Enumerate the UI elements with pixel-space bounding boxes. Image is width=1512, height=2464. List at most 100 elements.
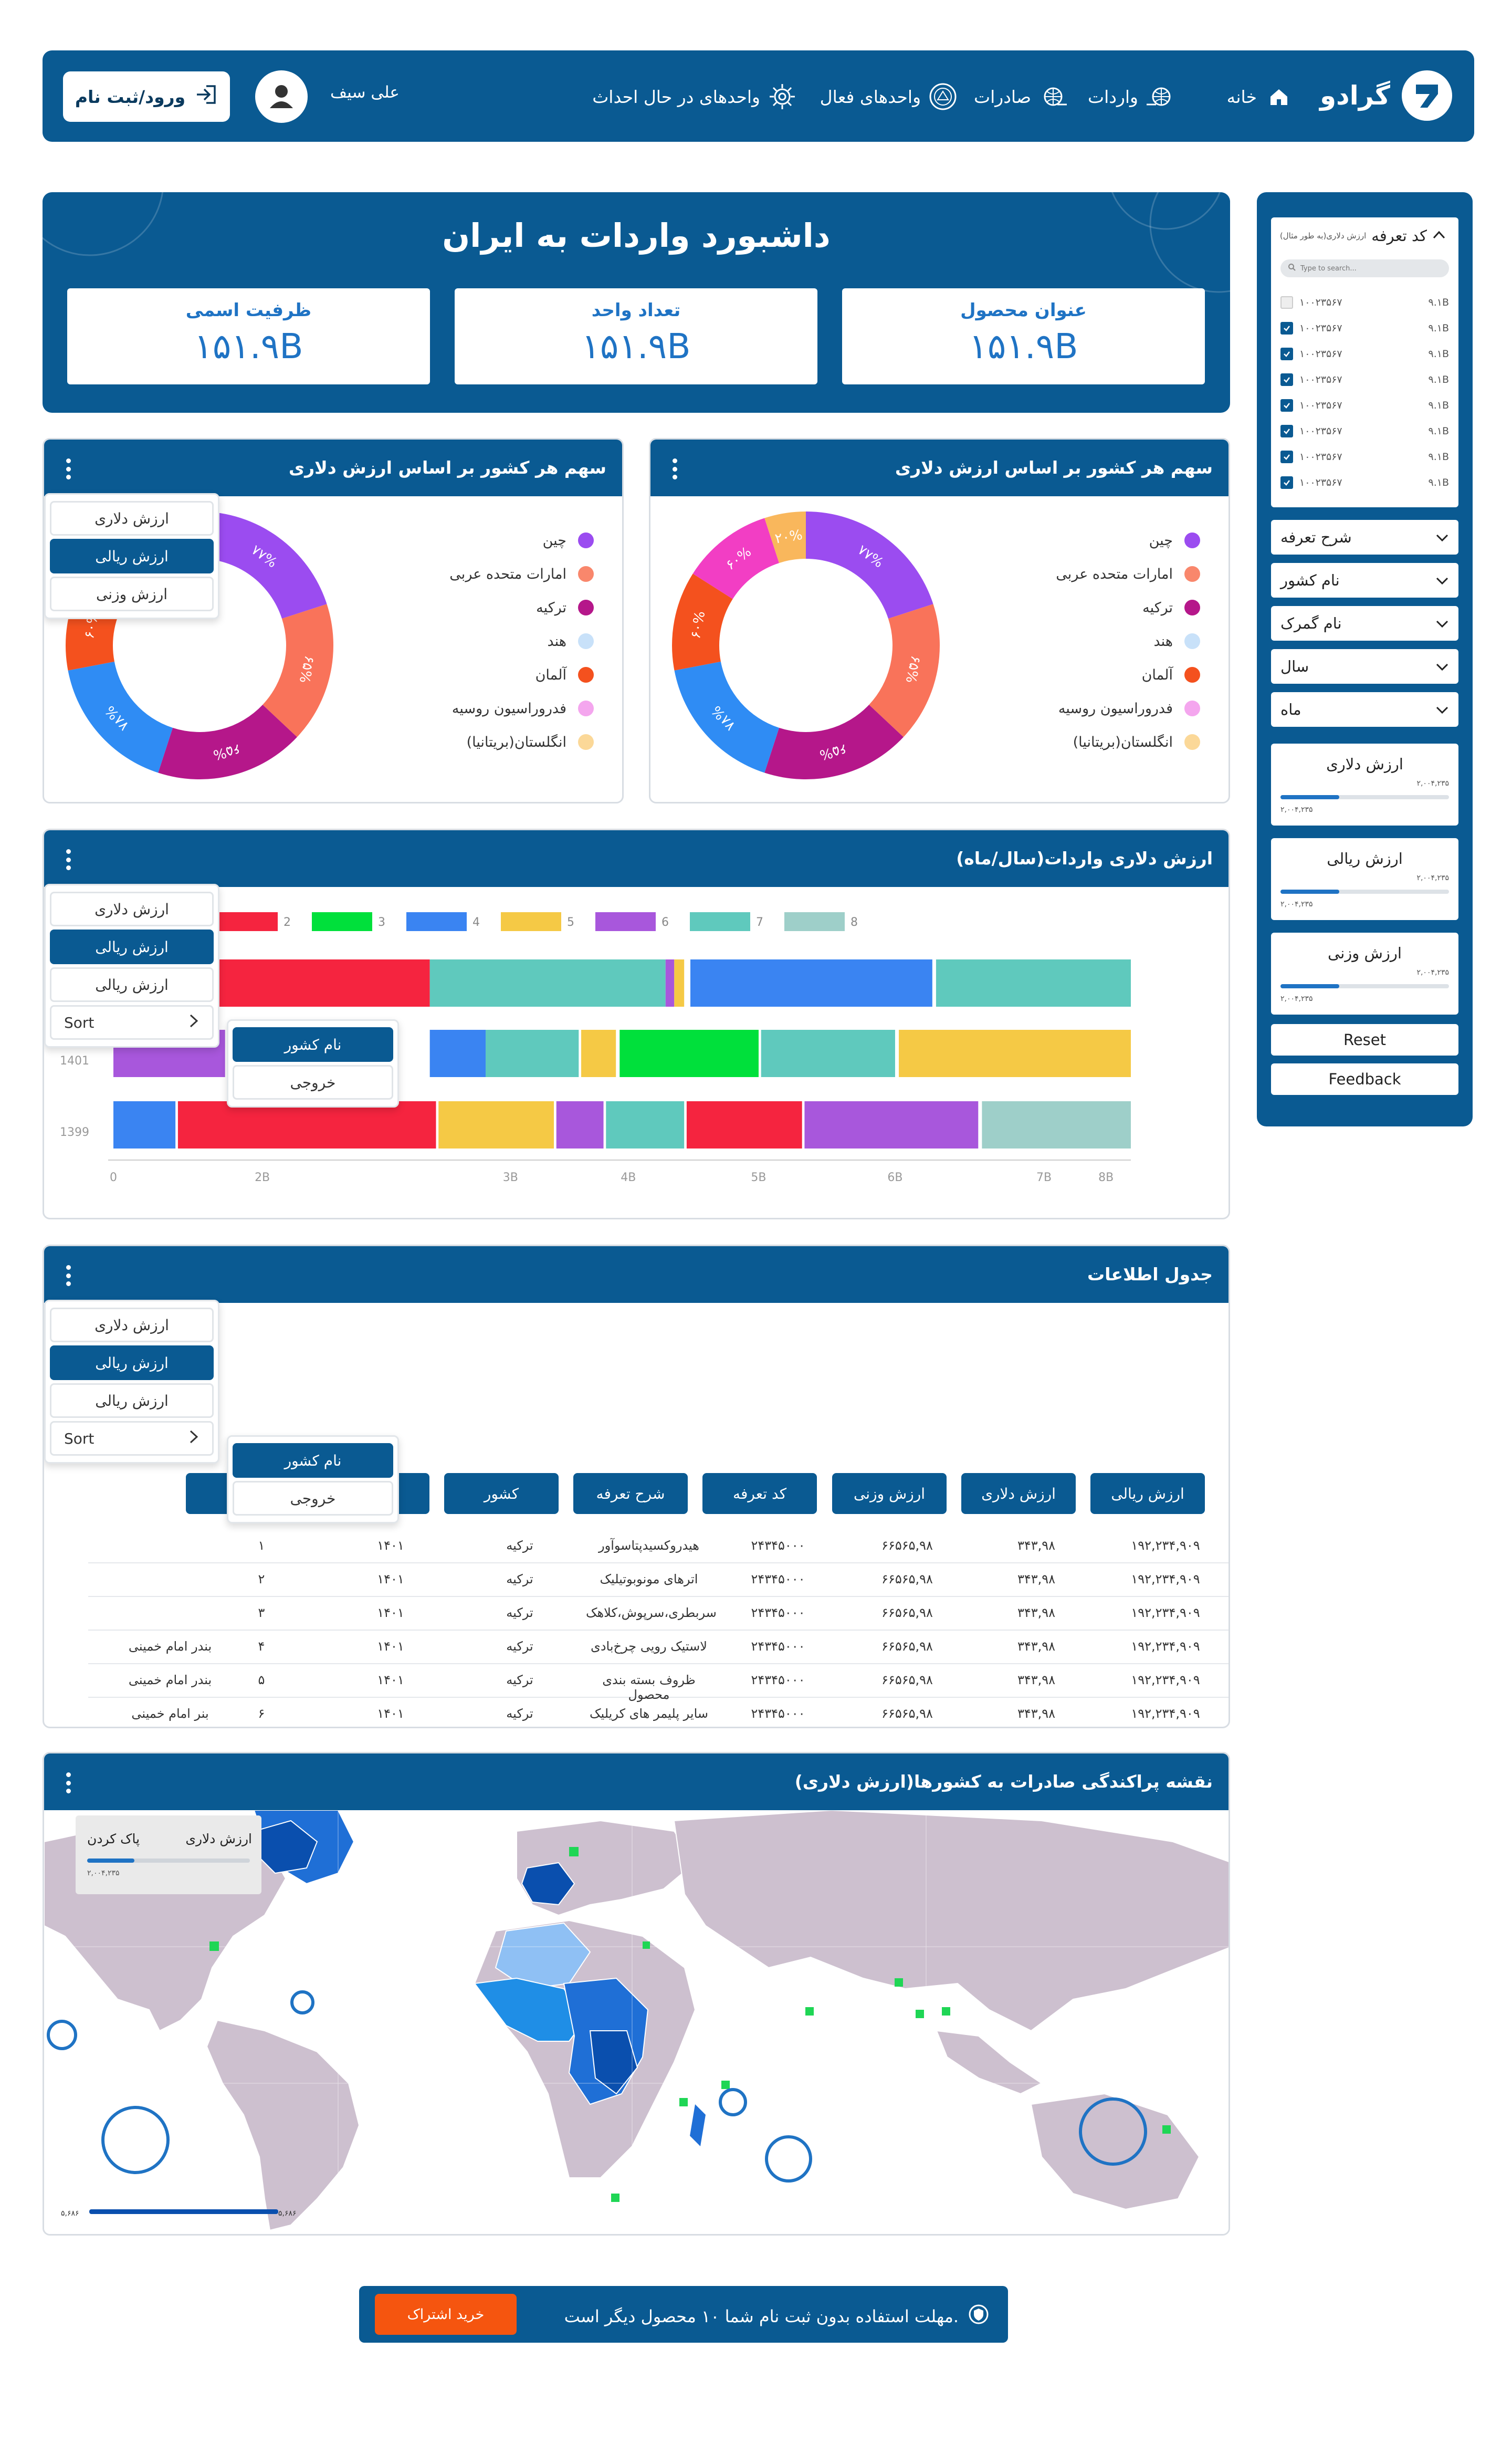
tariff-value: ۹.۱B: [1428, 297, 1449, 308]
table-row[interactable]: ۱۹۲,۲۳۴,۹۰۹ ۳۴۳,۹۸ ۶۶۵۶۵,۹۸ ۲۴۳۴۵۰۰۰ اترهای …: [88, 1563, 1228, 1597]
legend-label: 2: [284, 916, 291, 929]
table-header-cell[interactable]: ارزش دلاری: [961, 1473, 1076, 1514]
legend-swatch: [578, 566, 594, 582]
checkbox[interactable]: [1280, 322, 1293, 335]
tariff-code-row[interactable]: ۱۰۰۲۳۵۶۷ ۹.۱B: [1280, 470, 1449, 495]
banner-text: مهلت استفاده بدون ثبت نام شما ۱۰ محصول د…: [564, 2306, 959, 2326]
range-slider[interactable]: [1280, 890, 1449, 894]
tariff-code-row[interactable]: ۱۰۰۲۳۵۶۷ ۹.۱B: [1280, 393, 1449, 418]
map-scale-max: ۵,۶۸۶: [278, 2209, 297, 2218]
nav-item-construction-units[interactable]: واحدهای در حال احداث: [592, 81, 797, 112]
search-input[interactable]: [1300, 264, 1437, 273]
more-options-icon[interactable]: [65, 849, 71, 870]
menu-item-weight[interactable]: ارزش وزنی: [50, 577, 214, 611]
filter-dropdown[interactable]: شرح تعرفه: [1271, 520, 1458, 555]
nav-item-active-units[interactable]: واحدهای فعال: [820, 81, 958, 112]
more-options-icon[interactable]: [65, 458, 71, 479]
tariff-filter-header[interactable]: (ارزش دلاری(به طور مثال کد تعرفه: [1280, 227, 1446, 245]
filter-dropdown[interactable]: ماه: [1271, 692, 1458, 727]
table-cell: ۳۴۳,۹۸: [1017, 1639, 1056, 1654]
tariff-value: ۹.۱B: [1428, 451, 1449, 463]
range-max: ۲,۰۰۴,۲۳۵: [1416, 779, 1449, 788]
avatar[interactable]: [255, 70, 308, 123]
filter-dropdown[interactable]: نام گمرک: [1271, 606, 1458, 641]
more-options-icon[interactable]: [65, 1265, 71, 1286]
menu-item-dollar[interactable]: ارزش دلاری: [50, 892, 214, 926]
more-options-icon[interactable]: [65, 1772, 71, 1793]
bar-segment: [804, 1101, 979, 1149]
checkbox[interactable]: [1280, 348, 1293, 360]
sort-menu-item[interactable]: Sort: [50, 1005, 214, 1040]
menu-item-rial-2[interactable]: ارزش ریالی: [50, 967, 214, 1002]
legend-item: ترکیه: [980, 591, 1200, 624]
tariff-code-row[interactable]: ۱۰۰۲۳۵۶۷ ۹.۱B: [1280, 419, 1449, 444]
range-slider[interactable]: [1280, 795, 1449, 799]
sort-by-country[interactable]: نام کشور: [233, 1443, 393, 1478]
feedback-button[interactable]: Feedback: [1271, 1063, 1458, 1095]
sort-submenu: نام کشور خروجی: [227, 1435, 399, 1523]
tariff-code-row[interactable]: ۱۰۰۲۳۵۶۷ ۹.۱B: [1280, 316, 1449, 341]
nav-item-home[interactable]: خانه: [1227, 81, 1294, 112]
menu-item-rial[interactable]: ارزش ریالی: [50, 539, 214, 573]
nav-item-imports[interactable]: واردات: [1088, 81, 1175, 112]
legend-item: امارات متحده عربی: [980, 557, 1200, 591]
table-row[interactable]: ۱۹۲,۲۳۴,۹۰۹ ۳۴۳,۹۸ ۶۶۵۶۵,۹۸ ۲۴۳۴۵۰۰۰ لاستیک …: [88, 1631, 1228, 1664]
sort-menu-item[interactable]: Sort: [50, 1421, 214, 1456]
more-options-icon[interactable]: [671, 458, 678, 479]
table-row[interactable]: ۱۹۲,۲۳۴,۹۰۹ ۳۴۳,۹۸ ۶۶۵۶۵,۹۸ ۲۴۳۴۵۰۰۰ ظروف بس…: [88, 1664, 1228, 1702]
filter-dropdown[interactable]: سال: [1271, 649, 1458, 684]
table-row[interactable]: ۱۹۲,۲۳۴,۹۰۹ ۳۴۳,۹۸ ۶۶۵۶۵,۹۸ ۲۴۳۴۵۰۰۰ سایر پل…: [88, 1698, 1228, 1727]
buy-subscription-button[interactable]: خرید اشتراک: [375, 2294, 517, 2335]
login-button[interactable]: ورود/ثبت نام: [63, 71, 230, 122]
tariff-code-row[interactable]: ۱۰۰۲۳۵۶۷ ۹.۱B: [1280, 290, 1449, 315]
tariff-code-row[interactable]: ۱۰۰۲۳۵۶۷ ۹.۱B: [1280, 367, 1449, 392]
table-header-cell[interactable]: ارزش ریالی: [1090, 1473, 1205, 1514]
table-cell: ۳۴۳,۹۸: [1017, 1673, 1056, 1687]
checkbox[interactable]: [1280, 373, 1293, 386]
legend-swatch: [578, 533, 594, 548]
checkbox[interactable]: [1280, 399, 1293, 412]
checkbox[interactable]: [1280, 296, 1293, 309]
sort-by-country[interactable]: نام کشور: [233, 1027, 393, 1062]
legend-label: ترکیه: [536, 599, 566, 616]
table-cell: ۱۴۰۱: [377, 1605, 404, 1620]
table-cell: ۱۹۲,۲۳۴,۹۰۹: [1131, 1706, 1200, 1721]
table-row[interactable]: ۱۹۲,۲۳۴,۹۰۹ ۳۴۳,۹۸ ۶۶۵۶۵,۹۸ ۲۴۳۴۵۰۰۰ سربطری،…: [88, 1597, 1228, 1631]
checkbox[interactable]: [1280, 425, 1293, 437]
dropdown-label: نام گمرک: [1280, 614, 1342, 632]
table-header-cell[interactable]: کد تعرفه: [702, 1473, 817, 1514]
bar-segment: [761, 1030, 895, 1077]
table-header-cell[interactable]: ارزش وزنی: [832, 1473, 947, 1514]
table-row[interactable]: ۱۹۲,۲۳۴,۹۰۹ ۳۴۳,۹۸ ۶۶۵۶۵,۹۸ ۲۴۳۴۵۰۰۰ هیدروکس…: [88, 1530, 1228, 1563]
range-min: ۲,۰۰۴,۲۳۵: [1280, 900, 1313, 909]
legend-swatch: [578, 633, 594, 649]
table-cell: ۶۶۵۶۵,۹۸: [881, 1572, 933, 1586]
sort-export[interactable]: خروجی: [233, 1065, 393, 1100]
nav-item-exports[interactable]: صادرات: [974, 81, 1068, 112]
map-clear-button[interactable]: پاک کردن: [87, 1831, 140, 1846]
menu-item-rial[interactable]: ارزش ریالی: [50, 930, 214, 964]
sort-label: Sort: [64, 1429, 94, 1447]
sort-export[interactable]: خروجی: [233, 1481, 393, 1516]
menu-item-dollar[interactable]: ارزش دلاری: [50, 501, 214, 536]
bar-segment: [982, 1101, 1131, 1149]
tariff-code-row[interactable]: ۱۰۰۲۳۵۶۷ ۹.۱B: [1280, 341, 1449, 367]
tariff-search[interactable]: [1280, 259, 1449, 277]
data-table-card: جدول اطلاعات ارزش ریالی ارزش دلاری ارزش وز…: [43, 1245, 1230, 1728]
map-legend-range[interactable]: [87, 1859, 250, 1863]
table-header-cell[interactable]: کشور: [444, 1473, 559, 1514]
menu-item-rial[interactable]: ارزش ریالی: [50, 1345, 214, 1380]
checkbox[interactable]: [1280, 451, 1293, 463]
world-map[interactable]: [44, 1810, 1230, 2236]
reset-button[interactable]: Reset: [1271, 1024, 1458, 1056]
menu-item-dollar[interactable]: ارزش دلاری: [50, 1308, 214, 1342]
range-slider[interactable]: [1280, 984, 1449, 988]
tariff-code-row[interactable]: ۱۰۰۲۳۵۶۷ ۹.۱B: [1280, 444, 1449, 469]
tariff-code: ۱۰۰۲۳۵۶۷: [1299, 477, 1342, 488]
menu-item-rial-2[interactable]: ارزش ریالی: [50, 1383, 214, 1418]
checkbox[interactable]: [1280, 476, 1293, 489]
legend-swatch: [1184, 701, 1200, 716]
table-header-cell[interactable]: شرح تعرفه: [573, 1473, 688, 1514]
brand[interactable]: گرادو: [1320, 69, 1452, 122]
filter-dropdown[interactable]: نام کشور: [1271, 563, 1458, 598]
